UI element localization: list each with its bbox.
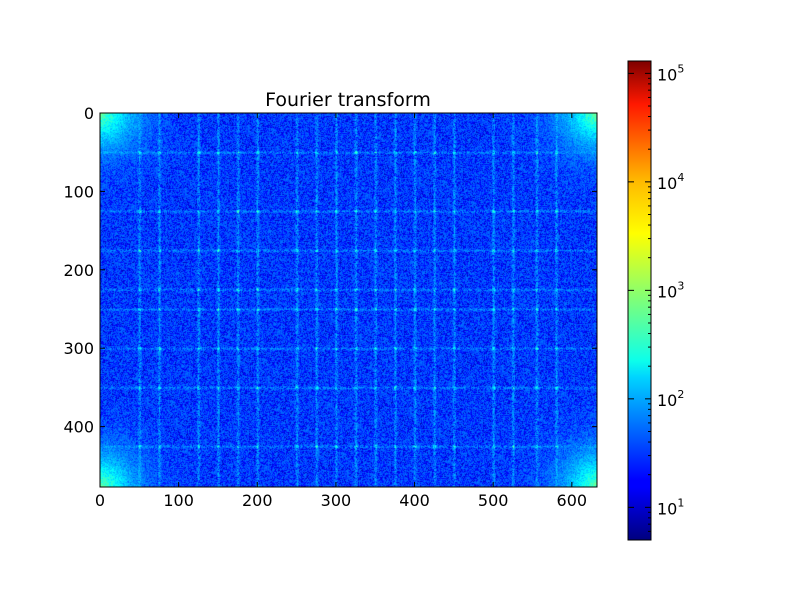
- colorbar: [627, 60, 652, 541]
- x-tick-label: 200: [242, 491, 273, 510]
- x-tick-label: 400: [399, 491, 430, 510]
- y-tick-label: 400: [63, 418, 94, 437]
- y-tick-label: 200: [63, 261, 94, 280]
- colorbar-tick-label: 102: [657, 388, 684, 410]
- x-tick-label: 300: [321, 491, 352, 510]
- x-tick-label: 600: [557, 491, 588, 510]
- plot-frame: [99, 112, 598, 488]
- y-tick-label: 0: [84, 104, 94, 123]
- x-tick-label: 100: [163, 491, 194, 510]
- x-tick-label: 0: [95, 491, 105, 510]
- colorbar-tick-label: 105: [657, 62, 684, 84]
- chart-title: Fourier transform: [265, 89, 431, 111]
- y-tick-label: 100: [63, 182, 94, 201]
- colorbar-axis: 101 102 103 104 105: [628, 62, 684, 532]
- colorbar-tick-label: 104: [657, 171, 684, 193]
- heatmap-image: [100, 113, 597, 487]
- y-axis: 0 100 200 300 400: [63, 104, 597, 437]
- colorbar-tick-label: 103: [657, 279, 684, 301]
- x-tick-label: 500: [478, 491, 509, 510]
- colorbar-tick-label: 101: [657, 496, 684, 518]
- heatmap-image-wrapper: [100, 113, 597, 487]
- y-tick-label: 300: [63, 339, 94, 358]
- x-axis: 0 100 200 300 400 500 600: [95, 113, 587, 510]
